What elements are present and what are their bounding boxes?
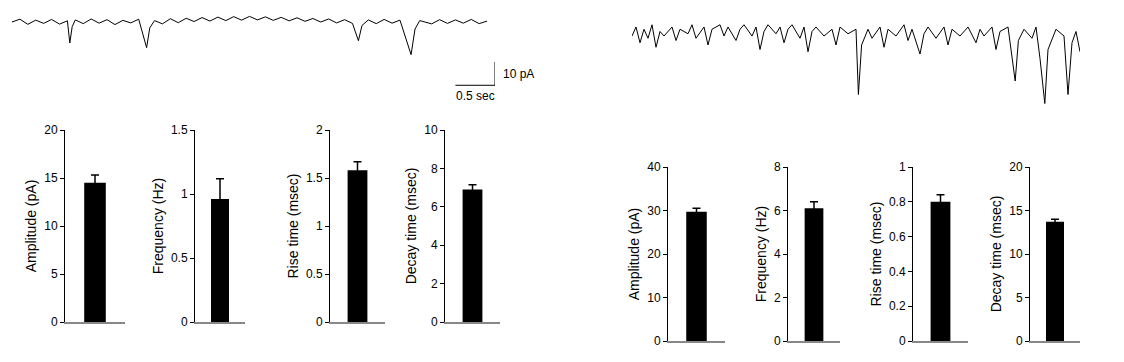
svg-text:10: 10 <box>647 291 661 305</box>
svg-text:Frequency (Hz): Frequency (Hz) <box>150 178 166 274</box>
svg-text:0.5: 0.5 <box>306 267 323 281</box>
svg-text:0: 0 <box>899 334 906 348</box>
svg-text:2: 2 <box>431 277 438 291</box>
svg-text:1.5: 1.5 <box>306 171 323 185</box>
svg-text:30: 30 <box>647 204 661 218</box>
svg-text:40: 40 <box>647 160 661 174</box>
svg-text:10 pA: 10 pA <box>503 67 534 81</box>
svg-text:0.6: 0.6 <box>889 230 906 244</box>
svg-text:Rise time (msec): Rise time (msec) <box>868 201 884 306</box>
svg-text:0.2: 0.2 <box>889 299 906 313</box>
svg-text:8: 8 <box>774 160 781 174</box>
svg-text:1: 1 <box>316 219 323 233</box>
svg-text:0: 0 <box>774 334 781 348</box>
svg-text:0.5: 0.5 <box>171 251 188 265</box>
svg-text:6: 6 <box>431 200 438 214</box>
svg-text:Amplitude (pA): Amplitude (pA) <box>23 180 39 273</box>
svg-text:2: 2 <box>774 291 781 305</box>
svg-text:20: 20 <box>647 247 661 261</box>
svg-text:0: 0 <box>1016 334 1023 348</box>
svg-text:4: 4 <box>431 238 438 252</box>
svg-text:0: 0 <box>181 315 188 329</box>
svg-text:Frequency (Hz): Frequency (Hz) <box>753 206 769 302</box>
svg-text:0: 0 <box>51 315 58 329</box>
svg-text:8: 8 <box>431 162 438 176</box>
svg-text:0: 0 <box>431 315 438 329</box>
svg-text:2: 2 <box>316 123 323 137</box>
svg-text:1.5: 1.5 <box>171 123 188 137</box>
svg-text:Decay time (msec): Decay time (msec) <box>988 196 1004 313</box>
svg-text:5: 5 <box>51 267 58 281</box>
svg-text:20: 20 <box>44 123 58 137</box>
svg-text:0.5 sec: 0.5 sec <box>456 89 495 103</box>
svg-text:5: 5 <box>1016 291 1023 305</box>
svg-text:0.4: 0.4 <box>889 265 906 279</box>
svg-text:Amplitude (pA): Amplitude (pA) <box>626 208 642 301</box>
svg-text:15: 15 <box>44 171 58 185</box>
svg-text:1: 1 <box>899 160 906 174</box>
svg-text:0: 0 <box>316 315 323 329</box>
svg-text:10: 10 <box>44 219 58 233</box>
svg-text:20: 20 <box>1009 160 1023 174</box>
svg-text:4: 4 <box>774 247 781 261</box>
svg-text:10: 10 <box>1009 247 1023 261</box>
svg-text:0: 0 <box>654 334 661 348</box>
svg-text:0.8: 0.8 <box>889 195 906 209</box>
svg-text:Rise time (msec): Rise time (msec) <box>285 173 301 278</box>
svg-text:1: 1 <box>181 187 188 201</box>
svg-text:Decay time (msec): Decay time (msec) <box>403 168 419 285</box>
svg-text:6: 6 <box>774 204 781 218</box>
svg-text:10: 10 <box>424 123 438 137</box>
svg-text:15: 15 <box>1009 204 1023 218</box>
